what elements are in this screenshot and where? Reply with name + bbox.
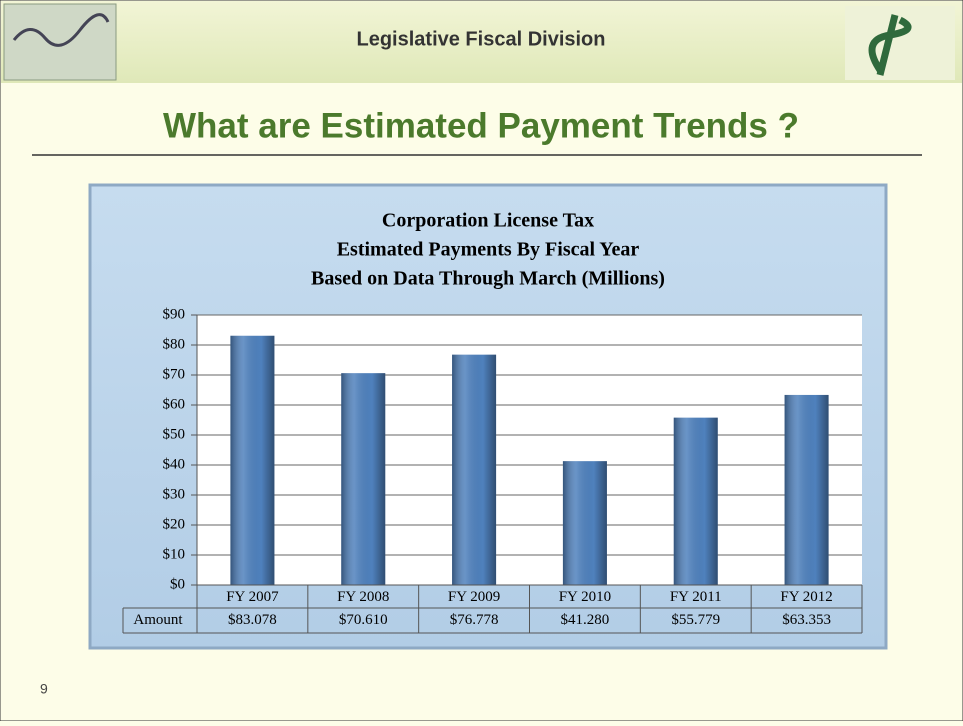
y-tick-label: $10 — [163, 546, 186, 562]
table-value: $76.778 — [450, 612, 499, 628]
slide-title: What are Estimated Payment Trends ? — [163, 106, 799, 145]
x-tick-label: FY 2012 — [780, 589, 832, 605]
table-value: $55.779 — [671, 612, 720, 628]
bar-shade — [673, 417, 718, 585]
x-tick-label: FY 2011 — [670, 589, 722, 605]
header-band — [1, 1, 962, 83]
chart-title: Corporation License Tax — [382, 210, 594, 232]
plot-area — [197, 315, 862, 585]
y-tick-label: $30 — [163, 486, 186, 502]
y-tick-label: $70 — [163, 366, 186, 382]
y-tick-label: $20 — [163, 516, 186, 532]
y-tick-label: $50 — [163, 426, 186, 442]
bar-shade — [341, 373, 386, 585]
logo-left-line — [12, 13, 110, 47]
y-tick-label: $60 — [163, 396, 186, 412]
y-tick-label: $0 — [170, 576, 185, 592]
bar-shade — [230, 335, 275, 585]
logo-left — [3, 3, 117, 81]
table-value: $63.353 — [782, 612, 831, 628]
chart-title: Based on Data Through March (Millions) — [311, 268, 665, 290]
header-text: Legislative Fiscal Division — [357, 28, 606, 50]
y-tick-label: $90 — [163, 306, 186, 322]
bar-shade — [452, 354, 497, 585]
bar-shade — [784, 394, 829, 585]
x-tick-label: FY 2007 — [226, 589, 279, 605]
table-row-label: Amount — [133, 612, 183, 628]
logo-right-dollar — [868, 14, 912, 76]
table-value: $70.610 — [339, 612, 388, 628]
x-tick-label: FY 2009 — [448, 589, 500, 605]
y-tick-label: $80 — [163, 336, 186, 352]
x-tick-label: FY 2008 — [337, 589, 389, 605]
table-value: $41.280 — [561, 612, 610, 628]
y-tick-label: $40 — [163, 456, 186, 472]
x-tick-label: FY 2010 — [559, 589, 611, 605]
logo-right — [845, 6, 955, 80]
page-number: 9 — [40, 681, 48, 697]
chart-title: Estimated Payments By Fiscal Year — [337, 239, 640, 261]
table-value: $83.078 — [228, 612, 277, 628]
bar-shade — [562, 461, 607, 585]
